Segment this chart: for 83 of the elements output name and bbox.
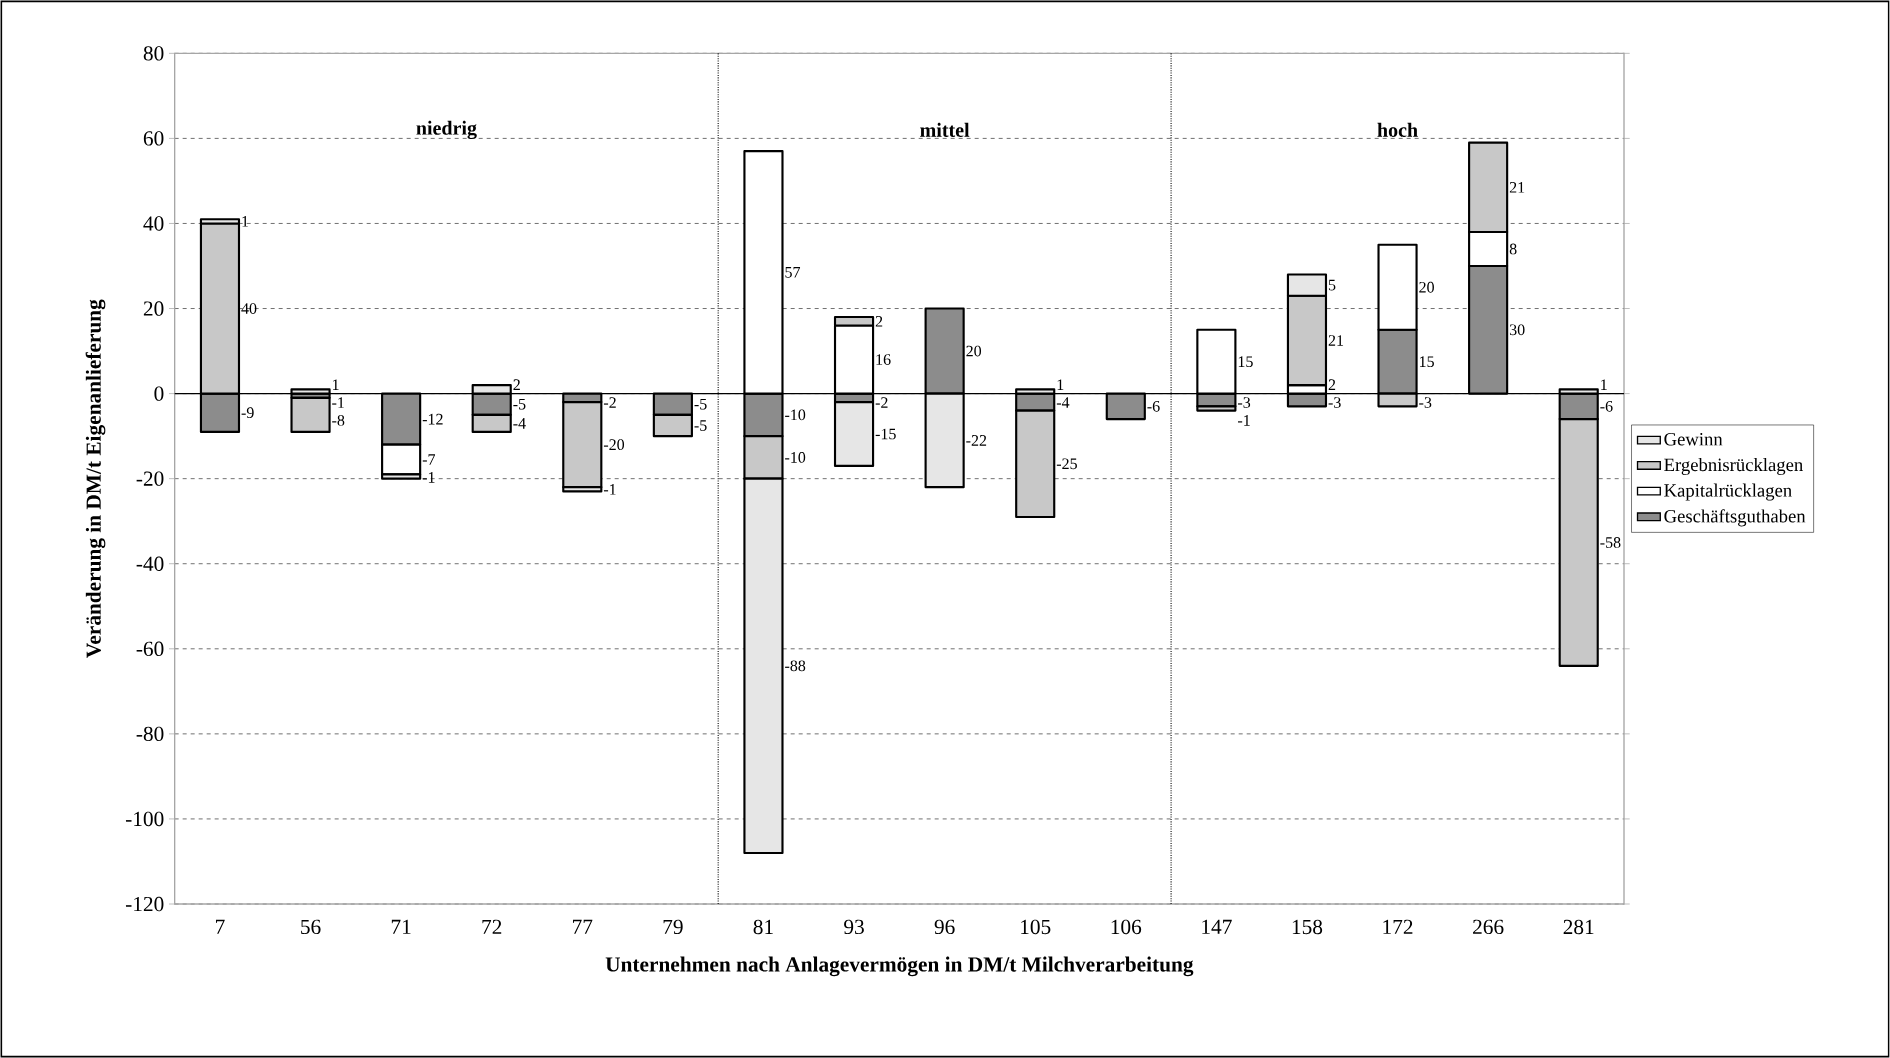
data-label: -6 (1147, 400, 1160, 412)
y-tick-label: -60 (136, 641, 164, 656)
data-label: -12 (422, 413, 443, 425)
data-label: -1 (603, 484, 616, 495)
data-label: -6 (1600, 400, 1613, 412)
data-label: -1 (332, 397, 344, 408)
data-label: -2 (875, 397, 888, 408)
y-tick-label: 80 (143, 46, 164, 61)
annotation: mittel (920, 122, 970, 137)
x-tick-label: 56 (301, 919, 321, 935)
x-tick-label: 77 (573, 919, 593, 934)
data-label: -3 (1328, 397, 1341, 408)
data-label: 1 (242, 216, 249, 227)
data-label: -7 (422, 454, 436, 465)
data-label: -22 (966, 435, 987, 446)
legend-label: Ergebnisrücklagen (1664, 457, 1803, 475)
x-axis-title: Unternehmen nach Anlagevermögen in DM/t Milchverarbeitung (605, 956, 1194, 977)
data-label: 30 (1509, 324, 1525, 336)
x-tick-label: 106 (1111, 919, 1142, 935)
y-tick-label: 0 (154, 386, 164, 401)
data-label: -2 (603, 397, 616, 408)
y-tick-label: -20 (136, 471, 164, 486)
annotation: hoch (1377, 122, 1418, 137)
data-label: -5 (694, 420, 707, 431)
data-label: -4 (1056, 397, 1070, 408)
x-tick-label: 79 (663, 919, 683, 935)
annotation: niedrig (416, 120, 477, 140)
x-tick-label: 105 (1021, 919, 1051, 935)
x-tick-label: 96 (934, 919, 955, 935)
data-label: -5 (694, 398, 707, 410)
data-label: -20 (603, 439, 625, 451)
data-label: 20 (966, 345, 982, 357)
data-label: 2 (513, 379, 520, 390)
x-tick-label: 172 (1383, 919, 1413, 934)
data-label: 15 (1238, 356, 1253, 368)
data-label: -9 (241, 407, 254, 419)
x-tick-label: 93 (844, 919, 864, 935)
x-tick-label: 81 (753, 919, 773, 935)
data-label: 21 (1328, 335, 1344, 346)
data-label: 57 (785, 267, 801, 278)
data-label: 2 (1328, 379, 1336, 390)
data-label: -88 (785, 660, 806, 672)
data-label: 16 (876, 354, 891, 365)
data-label: -58 (1600, 537, 1621, 548)
data-label: -1 (422, 472, 435, 483)
data-label: -15 (875, 428, 896, 440)
x-tick-label: 71 (391, 919, 411, 934)
data-label: -3 (1238, 397, 1251, 408)
data-label: -5 (513, 398, 526, 410)
data-label: -25 (1056, 458, 1077, 470)
x-tick-label: 266 (1473, 919, 1504, 935)
data-label: -10 (785, 409, 806, 421)
legend-label: Gewinn (1664, 432, 1723, 446)
data-label: 15 (1419, 356, 1434, 368)
y-tick-label: -80 (136, 726, 164, 742)
x-tick-label: 7 (216, 919, 225, 934)
data-label: 1 (332, 379, 339, 390)
data-label: -10 (785, 452, 806, 463)
y-tick-label: 20 (143, 301, 164, 316)
data-label: 2 (875, 315, 883, 327)
data-label: 1 (1057, 379, 1064, 390)
data-label: 1 (1601, 379, 1607, 390)
legend-label: Kapitalrücklagen (1664, 483, 1792, 501)
legend-label: Geschäftsguthaben (1664, 509, 1806, 527)
data-label: 40 (241, 303, 257, 314)
data-label: 5 (1328, 279, 1336, 291)
y-axis-title: Veränderung in DM/t Eigenanlieferung (85, 299, 106, 658)
x-tick-label: 147 (1202, 919, 1232, 934)
data-label: -3 (1419, 397, 1432, 408)
data-label: -8 (332, 414, 345, 426)
data-label: -1 (1238, 415, 1250, 426)
x-tick-label: 158 (1292, 919, 1323, 935)
y-tick-label: -100 (125, 811, 164, 827)
y-tick-label: 60 (143, 131, 164, 146)
data-label: -4 (513, 418, 526, 429)
x-tick-label: 281 (1563, 919, 1594, 935)
y-tick-label: -120 (125, 896, 164, 912)
x-tick-label: 72 (482, 919, 502, 934)
y-tick-label: 40 (143, 216, 164, 231)
y-tick-label: -40 (136, 556, 164, 571)
data-label: 21 (1509, 182, 1525, 193)
data-label: 20 (1419, 281, 1434, 293)
data-label: 8 (1509, 243, 1517, 255)
